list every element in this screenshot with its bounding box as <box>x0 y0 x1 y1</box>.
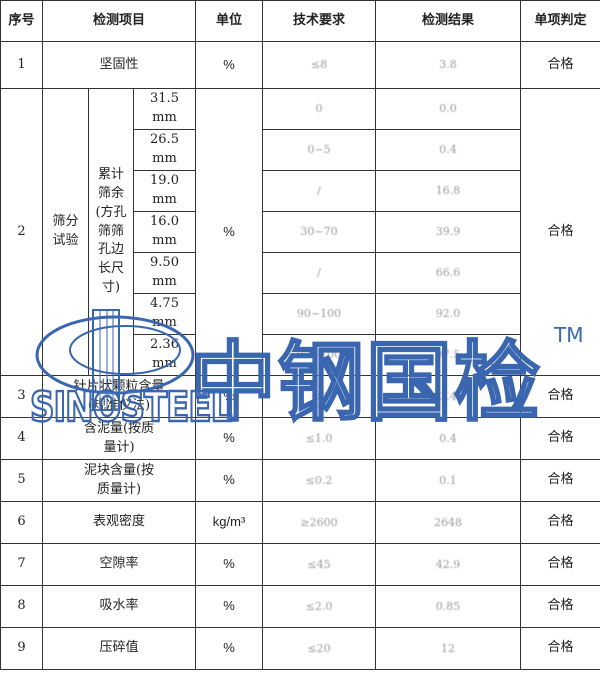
row-no: 4 <box>0 417 43 460</box>
row-judge: 合格 <box>520 459 600 502</box>
row-result: 0.4 <box>375 129 521 171</box>
row-req: 30~70 <box>262 211 376 253</box>
row-item: 坚固性 <box>42 41 196 89</box>
row-req: ≤8 <box>262 375 376 418</box>
row-judge: 合格 <box>520 585 600 628</box>
row-item: 筛分试验 <box>42 88 89 376</box>
header-req: 技术要求 <box>262 0 376 42</box>
table-row: 9.50 mm /66.6 <box>1 252 600 294</box>
row-req: ≤45 <box>262 543 376 586</box>
row-no: 7 <box>0 543 43 586</box>
row-unit: % <box>195 41 263 89</box>
row-no: 8 <box>0 585 43 628</box>
row-req: 90~100 <box>262 293 376 335</box>
row-req: 0~5 <box>262 129 376 171</box>
table-row: 9 压碎值 % ≤20 12 合格 <box>0 627 600 670</box>
row-item: 吸水率 <box>42 585 196 628</box>
row-result: 0.4 <box>375 417 521 460</box>
row-subitem: 累计筛余(方孔筛筛孔边长尺寸) <box>88 88 134 376</box>
row-req: ≤20 <box>262 627 376 670</box>
table-row: 7 空隙率 % ≤45 42.9 合格 <box>0 543 600 586</box>
row-unit: % <box>195 417 263 460</box>
header-no: 序号 <box>0 0 43 42</box>
row-req: ≤0.2 <box>262 459 376 502</box>
row-result: 2648 <box>375 501 521 544</box>
row-req: 0 <box>262 88 376 130</box>
row-no: 2 <box>0 88 43 376</box>
row-req: / <box>262 170 376 212</box>
row-result: 0.0 <box>375 88 521 130</box>
row-item: 空隙率 <box>42 543 196 586</box>
row-unit: % <box>195 459 263 502</box>
row-result: 12 <box>375 627 521 670</box>
row-no: 6 <box>0 501 43 544</box>
sieve-size: 9.50 mm <box>133 252 196 294</box>
sieve-size: 16.0 mm <box>133 211 196 253</box>
row-result: 3.4 <box>375 375 521 418</box>
row-result: 3.8 <box>375 41 521 89</box>
row-req: ≥2600 <box>262 501 376 544</box>
table-row: 26.5 mm 0~5 0.4 <box>1 129 600 171</box>
row-result: 42.9 <box>375 543 521 586</box>
sieve-size: 31.5 mm <box>133 88 196 130</box>
table-row: 6 表观密度 kg/m³ ≥2600 2648 合格 <box>0 501 600 544</box>
row-result: 92.0 <box>375 293 521 335</box>
row-result: 66.6 <box>375 252 521 294</box>
row-result: 0.85 <box>375 585 521 628</box>
row-unit: kg/m³ <box>195 501 263 544</box>
row-unit: % <box>195 88 263 376</box>
row-no: 9 <box>0 627 43 670</box>
sieve-size: 26.5 mm <box>133 129 196 171</box>
row-unit: % <box>195 543 263 586</box>
row-no: 1 <box>0 41 43 89</box>
table-row: 4 含泥量(按质量计) % ≤1.0 0.4 合格 <box>0 417 600 460</box>
row-judge: 合格 <box>520 417 600 460</box>
table-row: 5 泥块含量(按质量计) % ≤0.2 0.1 合格 <box>0 459 600 502</box>
row-req: ≤1.0 <box>262 417 376 460</box>
row-result: 39.9 <box>375 211 521 253</box>
row-judge: 合格 <box>520 501 600 544</box>
row-judge: 合格 <box>520 375 600 418</box>
table-row: 19.0 mm /16.8 <box>1 170 600 212</box>
table-row: 1 坚固性 % ≤8 3.8 合格 <box>0 41 600 89</box>
row-unit: % <box>195 627 263 670</box>
row-req: 95~100 <box>262 334 376 376</box>
row-result: 0.1 <box>375 459 521 502</box>
row-req: ≤8 <box>262 41 376 89</box>
row-no: 3 <box>0 375 43 418</box>
header-unit: 单位 <box>195 0 263 42</box>
sieve-size: 19.0 mm <box>133 170 196 212</box>
row-item: 含泥量(按质量计) <box>42 417 196 460</box>
row-req: / <box>262 252 376 294</box>
table-row: 8 吸水率 % ≤2.0 0.85 合格 <box>0 585 600 628</box>
header-row: 序号 检测项目 单位 技术要求 检测结果 单项判定 <box>0 0 600 42</box>
row-judge: 合格 <box>520 41 600 89</box>
sieve-size: 2.36 mm <box>133 334 196 376</box>
row-judge: 合格 <box>520 88 600 376</box>
row-item: 表观密度 <box>42 501 196 544</box>
row-result: 16.8 <box>375 170 521 212</box>
header-item: 检测项目 <box>42 0 196 42</box>
sieve-size: 4.75 mm <box>133 293 196 335</box>
row-unit: % <box>195 375 263 418</box>
row-item: 泥块含量(按质量计) <box>42 459 196 502</box>
row-req: ≤2.0 <box>262 585 376 628</box>
table-row: 3 针片状颗粒含量(规准仪法) % ≤8 3.4 合格 <box>0 375 600 418</box>
row-unit: % <box>195 585 263 628</box>
header-result: 检测结果 <box>375 0 521 42</box>
row-item: 针片状颗粒含量(规准仪法) <box>42 375 196 418</box>
header-judge: 单项判定 <box>520 0 600 42</box>
row-judge: 合格 <box>520 543 600 586</box>
table-row: 2 筛分试验 累计筛余(方孔筛筛孔边长尺寸) 31.5 mm % 0 0.0 合… <box>0 88 600 376</box>
row-judge: 合格 <box>520 627 600 670</box>
row-item: 压碎值 <box>42 627 196 670</box>
row-result: 97.5 <box>375 334 521 376</box>
row-no: 5 <box>0 459 43 502</box>
